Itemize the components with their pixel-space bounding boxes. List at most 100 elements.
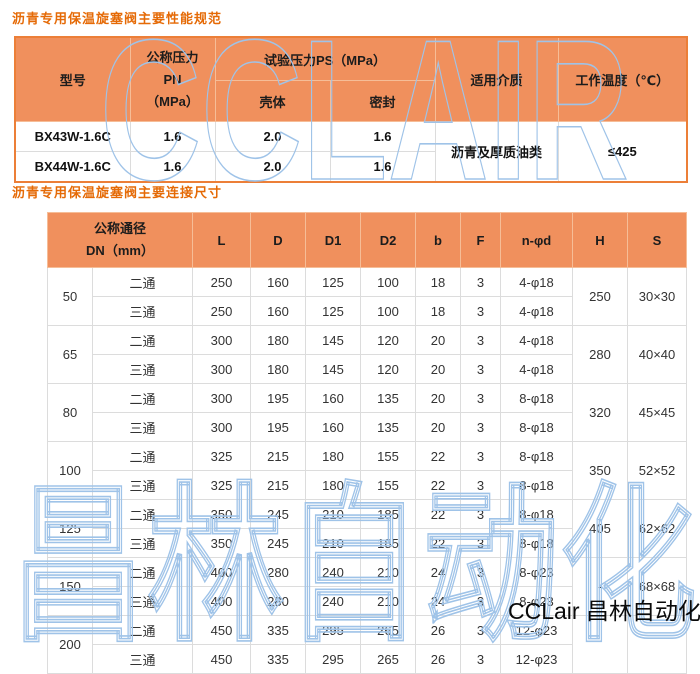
seal-cell: 1.6 [329,121,436,152]
type-cell: 三通 [92,528,193,558]
table-row: 65 二通 300 180 145 120 20 3 4-φ18 280 40×40 [47,325,687,384]
h-cell: 350 [572,441,628,500]
dimensions-table: 公称通径 DN（mm） L D D1 D2 b F n-φd H S 50 二通 2… [47,212,687,674]
value-cell: 3 [460,354,501,384]
dimensions-section-title: 沥青专用保温旋塞阀主要连接尺寸 [12,185,223,200]
col-header-D1: D1 [305,212,361,268]
pn-header-line3: （MPa） [146,93,199,109]
value-cell: 3 [460,412,501,442]
value-cell: 210 [360,557,416,587]
col-header-model: 型号 [14,36,131,122]
value-cell: 300 [192,383,251,413]
value-cell: 125 [305,296,361,326]
value-cell: 295 [305,644,361,674]
value-cell: 245 [250,528,306,558]
value-cell: 18 [415,267,461,297]
value-cell: 185 [360,499,416,529]
dn-cell: 65 [47,325,93,384]
dim-table-body: 50 二通 250 160 125 100 18 3 4-φ18 250 30×30 三通 250 160… [47,267,687,674]
value-cell: 335 [250,644,306,674]
temperature-cell: ≤425 [557,121,688,183]
value-cell: 4-φ18 [500,325,573,355]
value-cell: 180 [305,470,361,500]
col-header-medium: 适用介质 [434,36,559,122]
s-cell: 40×40 [627,325,687,384]
value-cell: 8-φ18 [500,499,573,529]
table-subheader-row: 壳体 密封 [15,80,687,122]
value-cell: 3 [460,470,501,500]
value-cell: 20 [415,412,461,442]
performance-table: 型号 公称压力 PN （MPa） 试验压力PS（MPa） 适用介质 工作温度（℃… [14,36,689,183]
value-cell: 26 [415,644,461,674]
table-row: 125 二通 350 245 210 185 22 3 8-φ18 405 62×62 [47,499,687,558]
col-header-dn: 公称通径 DN（mm） [47,212,193,268]
col-header-S: S [627,212,687,268]
value-cell: 180 [250,354,306,384]
col-header-D: D [250,212,306,268]
table-row: 80 二通 300 195 160 135 20 3 8-φ18 320 45×45 [47,383,687,442]
value-cell: 100 [360,296,416,326]
type-cell: 二通 [92,557,193,587]
value-cell: 250 [192,296,251,326]
value-cell: 3 [460,267,501,297]
medium-cell: 沥青及厚质油类 [434,121,559,183]
type-cell: 二通 [92,325,193,355]
value-cell: 100 [360,267,416,297]
type-cell: 二通 [92,267,193,297]
value-cell: 20 [415,383,461,413]
h-cell: 405 [572,499,628,558]
type-cell: 三通 [92,354,193,384]
dn-cell: 125 [47,499,93,558]
dn-cell: 100 [47,441,93,500]
col-header-n-phi-d: n-φd [500,212,573,268]
value-cell: 4-φ18 [500,267,573,297]
dn-header-line1: 公称通径 [93,221,146,236]
value-cell: 215 [250,441,306,471]
table-row: 150 二通 400 280 240 210 24 3 8-φ23-68×68 [47,557,687,616]
value-cell: 210 [305,528,361,558]
value-cell: 3 [460,528,501,558]
value-cell: 8-φ18 [500,412,573,442]
value-cell: 280 [250,586,306,616]
seal-cell: 1.6 [329,151,436,183]
value-cell: 12-φ23 [500,644,573,674]
value-cell: 22 [415,470,461,500]
shell-cell: 2.0 [214,151,331,183]
value-cell: 300 [192,325,251,355]
type-cell: 三通 [92,412,193,442]
model-cell: BX44W-1.6C [14,151,131,183]
type-cell: 二通 [92,383,193,413]
value-cell: 22 [415,441,461,471]
value-cell: 145 [305,354,361,384]
performance-section-title: 沥青专用保温旋塞阀主要性能规范 [12,11,223,26]
value-cell: 180 [305,441,361,471]
value-cell: 8-φ23 [500,586,573,616]
table-row: BX43W-1.6C 1.6 2.0 1.6 沥青及厚质油类 ≤425 [14,121,688,183]
value-cell: 300 [192,412,251,442]
value-cell: 135 [360,383,416,413]
value-cell: 250 [192,267,251,297]
value-cell: 325 [192,441,251,471]
value-cell: 22 [415,499,461,529]
value-cell: 265 [360,644,416,674]
value-cell: 4-φ18 [500,354,573,384]
col-header-F: F [460,212,501,268]
table-row: 三通 325 215 180 155 22 3 8-φ18 [48,470,687,500]
pn-cell: 1.6 [129,121,216,152]
table-header-row: 公称通径 DN（mm） L D D1 D2 b F n-φd H S [47,212,687,268]
value-cell: 350 [192,499,251,529]
value-cell: 210 [305,499,361,529]
value-cell: 155 [360,441,416,471]
col-header-L: L [192,212,251,268]
type-cell: 二通 [92,499,193,529]
value-cell: 160 [250,267,306,297]
s-cell: 30×30 [627,267,687,326]
col-header-seal: 密封 [329,80,436,122]
table-row: 100 二通 325 215 180 155 22 3 8-φ18 350 52×52 [47,441,687,500]
value-cell: 3 [460,499,501,529]
value-cell: 160 [250,296,306,326]
value-cell: 24 [415,586,461,616]
value-cell: 20 [415,354,461,384]
value-cell: 3 [460,615,501,645]
value-cell: 3 [460,557,501,587]
